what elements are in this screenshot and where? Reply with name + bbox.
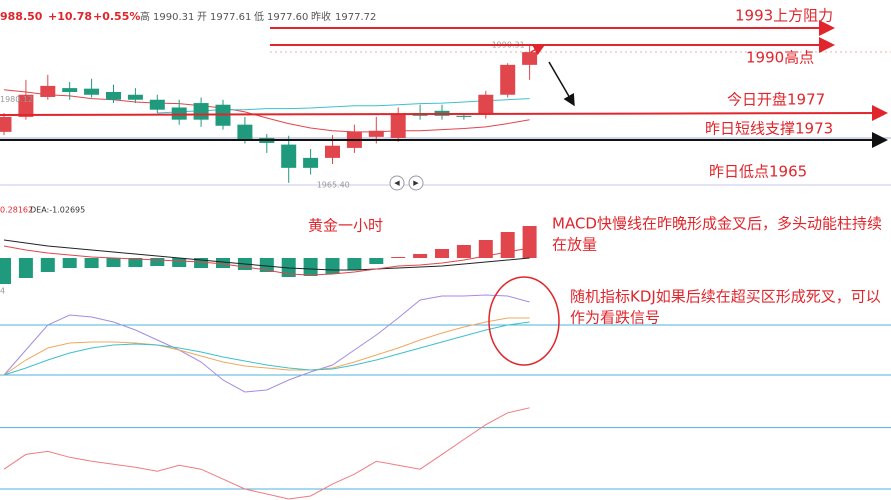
legend-value: DEA:-1.02695 <box>30 206 85 215</box>
candle-body <box>456 115 472 117</box>
annotation: 1990高点 <box>746 49 814 67</box>
change: +10.78 <box>48 10 92 23</box>
annotation: 昨日短线支撑1973 <box>705 120 833 138</box>
candle-body <box>522 52 538 65</box>
arrow <box>530 44 546 56</box>
header: 988.50 +10.78 +0.55% <box>0 10 140 23</box>
candle-body <box>325 145 340 158</box>
macd-bar <box>347 258 362 270</box>
macd-bar <box>84 258 99 268</box>
left-value: 1980.12 <box>0 95 33 104</box>
candle-body <box>106 91 121 100</box>
annotation: 在放量 <box>552 236 597 254</box>
arrow <box>548 61 575 107</box>
macd-bar <box>172 258 187 267</box>
plot-area: 高1990.31开1977.61低1977.60昨收1977.721990.31… <box>0 10 891 500</box>
header-label: 昨收 <box>311 10 331 23</box>
macd-bar <box>150 258 165 266</box>
candle-body <box>193 103 209 120</box>
macd-bar <box>369 258 384 264</box>
candle-body <box>0 116 12 132</box>
axis-stub: 4 <box>0 287 5 296</box>
macd-bar <box>500 232 515 258</box>
header-label: 开 <box>197 12 207 23</box>
header-value: 1977.60 <box>267 12 308 23</box>
annotation: 随机指标KDJ如果后续在超买区形成死叉，可以 <box>570 288 881 306</box>
annotation-layer: ◀ ▶ 1993上方阻力 1990高点 今日开盘1977 昨日短线支撑1973 … <box>0 7 888 366</box>
line-series <box>3 294 530 393</box>
low-label: 1965.40 <box>317 180 350 189</box>
annotation: 1993上方阻力 <box>735 7 833 25</box>
line-series <box>3 317 530 376</box>
candle-body <box>149 99 165 110</box>
macd-bar <box>325 258 340 274</box>
candle-body <box>281 144 297 168</box>
header-value: 1990.31 <box>153 12 194 23</box>
macd-bar <box>259 258 274 272</box>
nav-icon[interactable]: ▶ <box>413 179 419 187</box>
annotation: 昨日低点1965 <box>709 163 807 181</box>
candle-body <box>390 114 406 138</box>
annotation: MACD快慢线在昨晚形成金叉后，多头动能柱持续 <box>552 215 882 233</box>
candle-body <box>40 85 56 97</box>
line-series <box>3 89 530 133</box>
candle-body <box>478 94 494 115</box>
candle-body <box>127 94 143 100</box>
macd-bar <box>0 258 11 284</box>
macd-bar <box>62 258 77 268</box>
macd-bar <box>40 258 55 272</box>
candle-body <box>303 157 319 168</box>
candle-body <box>18 94 34 117</box>
arrow <box>0 105 888 122</box>
macd-bar <box>303 258 318 276</box>
macd-bar <box>194 258 209 268</box>
header-label: 低 <box>254 10 264 23</box>
line-series <box>157 98 530 114</box>
candle-body <box>368 130 384 137</box>
macd-bar <box>216 258 230 268</box>
macd-bar <box>391 257 406 258</box>
candle-body <box>171 107 187 120</box>
macd-bar <box>106 258 121 267</box>
nav-button[interactable] <box>389 175 405 191</box>
line-series <box>3 321 530 376</box>
macd-bar <box>18 258 33 278</box>
macd-bar <box>413 254 428 258</box>
line-series <box>3 239 530 271</box>
annotation: 黄金一小时 <box>308 217 383 235</box>
annotation: 今日开盘1977 <box>727 91 825 109</box>
macd-bar <box>128 258 143 267</box>
line-series <box>3 407 530 500</box>
header-value: 1977.61 <box>210 12 251 23</box>
candle-body <box>237 124 253 140</box>
line-series <box>3 245 530 276</box>
annotation: 作为看跌信号 <box>570 309 660 327</box>
header-value: 1977.72 <box>335 12 376 23</box>
nav-icon[interactable]: ◀ <box>394 179 400 187</box>
candle-body <box>500 64 516 95</box>
legend-value: 0.28162 <box>0 206 33 215</box>
percent: +0.55% <box>93 10 140 23</box>
layout <box>0 51 891 186</box>
nav-button[interactable] <box>408 175 424 191</box>
macd-bar <box>478 240 493 258</box>
candle-body <box>84 88 100 95</box>
macd-bar <box>522 226 537 258</box>
macd-bar <box>456 245 471 258</box>
highlight-circle <box>488 276 560 366</box>
macd-bar <box>435 249 449 258</box>
candle-body <box>62 88 78 92</box>
price: 988.50 <box>0 10 43 23</box>
header-label: 高 <box>140 10 150 23</box>
